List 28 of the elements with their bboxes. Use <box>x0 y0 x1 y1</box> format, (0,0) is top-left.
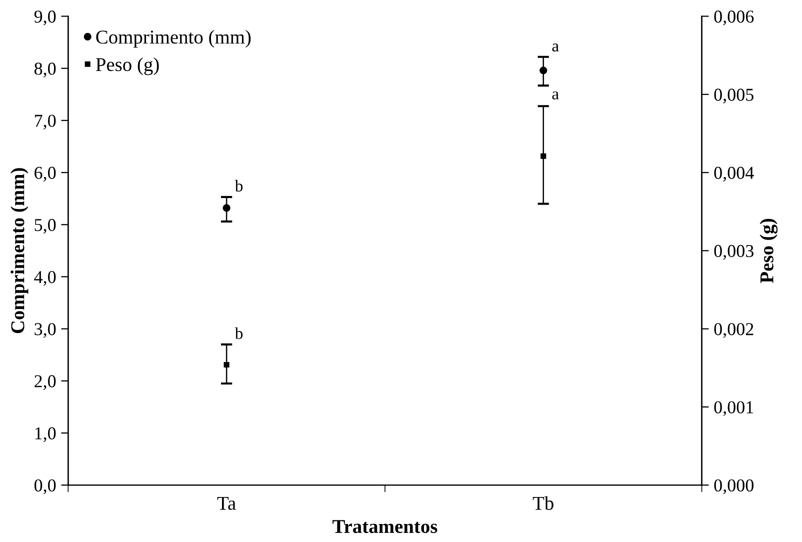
y2-tick-label: 0,003 <box>714 244 754 260</box>
legend-label: Comprimento (mm) <box>96 30 251 48</box>
y2-axis-title: Peso (g) <box>760 218 778 284</box>
y-tick-label: 1,0 <box>35 427 56 442</box>
y2-tick-label: 0,001 <box>714 401 754 416</box>
y-tick-label: 0,0 <box>34 479 56 494</box>
y-tick-label: 3,0 <box>34 323 56 338</box>
annotation: b <box>234 180 243 192</box>
y-tick-label: 5,0 <box>34 218 56 234</box>
y-tick-label: 4,0 <box>34 270 56 286</box>
annotation: a <box>552 44 559 52</box>
y2-tick-label: 0,005 <box>714 88 754 104</box>
y2-tick-label: 0,006 <box>714 10 754 26</box>
y-tick-label: 6,0 <box>34 166 56 182</box>
annotation: a <box>552 91 559 100</box>
y-axis-title: Comprimento (mm) <box>10 168 28 334</box>
y-tick-label: 7,0 <box>34 114 56 130</box>
annotation: b <box>234 327 243 340</box>
y2-tick-label: 0,002 <box>714 323 754 338</box>
x-tick-label: Tb <box>532 496 554 510</box>
x-tick-label: Ta <box>217 496 236 510</box>
legend-label: Peso (g) <box>96 57 159 76</box>
y2-tick-label: 0,004 <box>714 166 754 182</box>
y-tick-label: 8,0 <box>34 62 56 78</box>
y-tick-label: 9,0 <box>34 10 56 26</box>
y-tick-label: 2,0 <box>34 375 56 390</box>
x-axis-title: Tratamentos <box>332 520 438 534</box>
y2-tick-label: 0,000 <box>714 479 754 494</box>
